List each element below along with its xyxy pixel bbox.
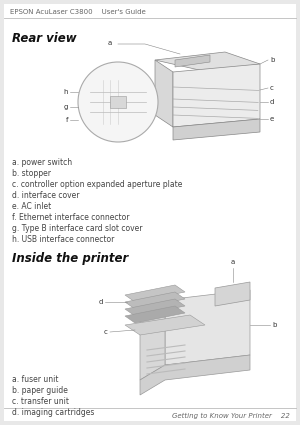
Bar — [110, 96, 126, 108]
Text: f: f — [65, 117, 68, 123]
Text: c. transfer unit: c. transfer unit — [12, 397, 69, 406]
Polygon shape — [125, 299, 185, 316]
Text: c: c — [104, 329, 108, 335]
Text: Rear view: Rear view — [12, 32, 76, 45]
Text: d: d — [270, 99, 274, 105]
Text: EPSON AcuLaser C3800    User's Guide: EPSON AcuLaser C3800 User's Guide — [10, 9, 146, 15]
Polygon shape — [165, 290, 250, 365]
Text: d. interface cover: d. interface cover — [12, 191, 80, 200]
Text: h: h — [64, 89, 68, 95]
Text: h. USB interface connector: h. USB interface connector — [12, 235, 114, 244]
Text: b: b — [270, 57, 274, 63]
Text: e: e — [270, 116, 274, 122]
Polygon shape — [140, 300, 165, 380]
Polygon shape — [125, 285, 185, 302]
Text: e. AC inlet: e. AC inlet — [12, 202, 51, 211]
Text: c. controller option expanded aperture plate: c. controller option expanded aperture p… — [12, 180, 182, 189]
Text: d. imaging cartridges: d. imaging cartridges — [12, 408, 94, 417]
Text: g: g — [64, 104, 68, 110]
Polygon shape — [125, 292, 185, 309]
Polygon shape — [140, 355, 250, 395]
Polygon shape — [175, 55, 210, 67]
Text: Getting to Know Your Printer    22: Getting to Know Your Printer 22 — [172, 413, 290, 419]
Text: c: c — [270, 85, 274, 91]
Text: b. stopper: b. stopper — [12, 169, 51, 178]
Text: a. fuser unit: a. fuser unit — [12, 375, 58, 384]
Text: Inside the printer: Inside the printer — [12, 252, 128, 265]
Polygon shape — [125, 315, 205, 335]
Text: f. Ethernet interface connector: f. Ethernet interface connector — [12, 213, 130, 222]
Polygon shape — [125, 306, 185, 323]
Polygon shape — [155, 52, 260, 72]
Circle shape — [78, 62, 158, 142]
Polygon shape — [155, 60, 173, 127]
Text: a: a — [108, 40, 112, 46]
Text: d: d — [99, 299, 103, 305]
Text: b: b — [272, 322, 276, 328]
Text: a. power switch: a. power switch — [12, 158, 72, 167]
Text: a: a — [231, 259, 235, 265]
Polygon shape — [173, 119, 260, 140]
Text: b. paper guide: b. paper guide — [12, 386, 68, 395]
Text: g. Type B interface card slot cover: g. Type B interface card slot cover — [12, 224, 142, 233]
Polygon shape — [173, 64, 260, 127]
Polygon shape — [215, 282, 250, 306]
